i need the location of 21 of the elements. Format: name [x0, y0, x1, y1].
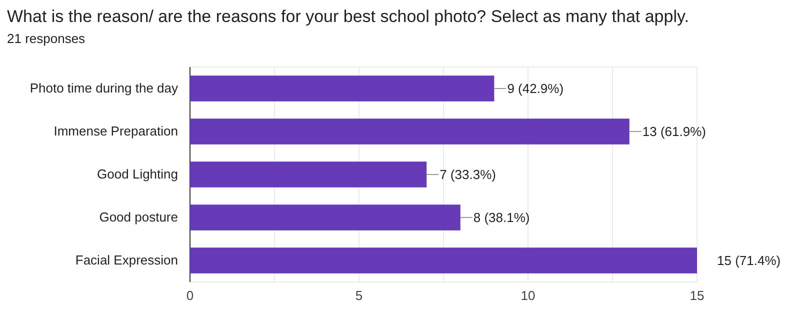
- chart-title: What is the reason/ are the reasons for your best school photo? Select as many that apply.: [7, 7, 689, 26]
- x-tick-label: 5: [355, 288, 363, 304]
- text: 21 responses: [7, 31, 86, 46]
- data-label: 7 (33.3%): [440, 167, 496, 182]
- data-label: 8 (38.1%): [473, 210, 530, 226]
- bar: [190, 162, 427, 188]
- x-tick-label: 0: [186, 288, 194, 304]
- bar: [190, 248, 697, 274]
- data-label: 9 (42.9%): [507, 81, 564, 96]
- y-tick-label: Immense Preparation: [54, 124, 178, 139]
- bar: [190, 118, 630, 144]
- y-tick-label: Photo time during the day: [30, 80, 178, 96]
- x-tick-label: 15: [690, 288, 704, 304]
- bar: [190, 76, 494, 102]
- x-tick-label: 10: [520, 288, 536, 304]
- y-tick-label: Facial Expression: [75, 252, 178, 268]
- y-tick-label: Good posture: [99, 210, 178, 225]
- bar: [190, 204, 460, 230]
- data-label: 13 (61.9%): [642, 124, 706, 140]
- y-tick-label: Good Lighting: [97, 166, 178, 182]
- data-label: 15 (71.4%): [717, 253, 781, 268]
